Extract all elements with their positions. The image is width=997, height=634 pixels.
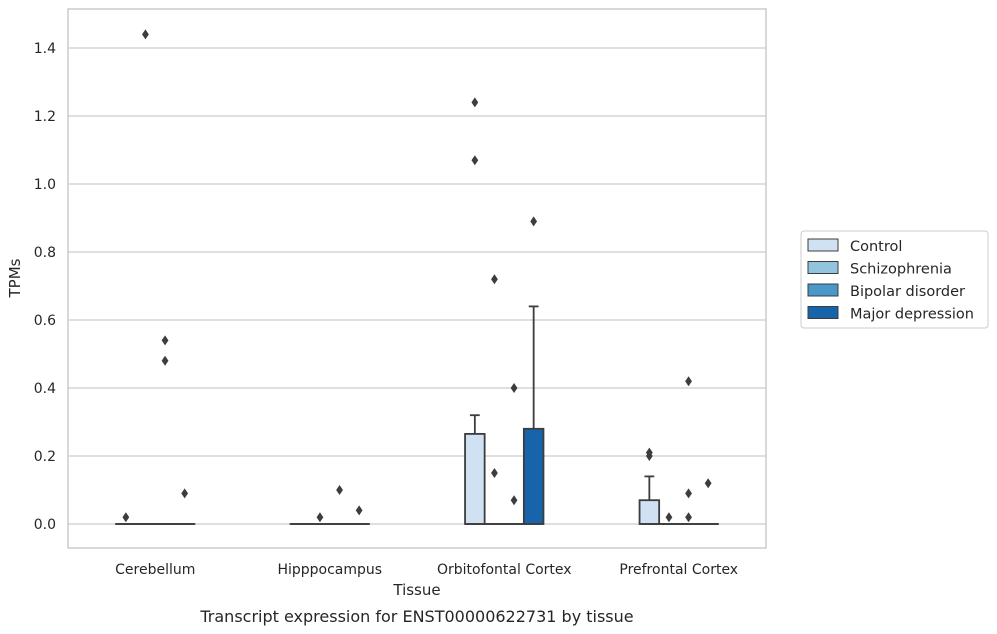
x-tick-label: Cerebellum (115, 562, 195, 578)
box-group (289, 485, 370, 525)
outlier-point (316, 512, 324, 523)
legend-swatch (807, 238, 839, 252)
outlier-point (355, 505, 363, 516)
chart-caption: Transcript expression for ENST0000062273… (199, 607, 633, 626)
y-tick-labels: 0.0 0.2 0.4 0.6 0.8 1.0 1.2 1.4 (34, 41, 56, 533)
outlier-point (510, 383, 518, 393)
outlier-point (685, 512, 692, 523)
outlier-point (491, 468, 498, 478)
outlier-point (181, 488, 189, 499)
box-group (115, 29, 196, 525)
box-group (464, 97, 545, 525)
x-tick-labels: Cerebellum Hipppocampus Orbitofontal Corte… (115, 562, 738, 578)
grid-lines (68, 47, 766, 525)
outlier-point (471, 155, 479, 166)
legend-swatch (807, 283, 839, 297)
outlier-point (471, 97, 479, 108)
outlier-point (491, 274, 498, 285)
legend-swatch (807, 261, 839, 274)
y-tick-label: 1.2 (34, 109, 56, 125)
outlier-point (142, 29, 149, 40)
box (522, 427, 545, 525)
y-tick-label: 0.0 (34, 517, 56, 533)
legend-label: Schizophrenia (850, 262, 952, 278)
outlier-point (161, 335, 169, 346)
outlier-point (161, 355, 169, 366)
y-tick-label: 1.4 (34, 41, 56, 57)
outlier-point (645, 451, 653, 461)
x-tick-label: Hipppocampus (277, 562, 382, 578)
legend-frame (800, 230, 989, 329)
box-group (638, 376, 719, 525)
outlier-point (530, 216, 538, 227)
x-axis-label: Tissue (392, 581, 440, 599)
legend: Control Schizophrenia Bipolar disorder Majo… (800, 230, 989, 329)
legend-label: Major depression (850, 307, 974, 323)
outlier-point (122, 512, 130, 523)
box (464, 432, 486, 525)
outlier-point (685, 376, 692, 387)
x-tick-label: Prefrontal Cortex (619, 562, 738, 578)
outlier-point (665, 512, 673, 523)
legend-label: Bipolar disorder (850, 284, 965, 300)
legend-swatch (807, 306, 839, 319)
box-groups (115, 29, 719, 525)
y-tick-label: 1.0 (34, 177, 56, 193)
outlier-point (685, 488, 692, 499)
legend-label: Control (850, 239, 902, 255)
y-tick-label: 0.6 (34, 313, 56, 329)
y-tick-label: 0.8 (34, 245, 56, 261)
x-tick-label: Orbitofontal Cortex (437, 562, 572, 578)
y-axis-label: TPMs (6, 258, 24, 298)
y-tick-label: 0.4 (34, 381, 56, 397)
outlier-point (510, 495, 518, 506)
outlier-point (704, 478, 712, 489)
outlier-point (336, 485, 343, 495)
box (638, 499, 661, 525)
plot-frame (67, 8, 767, 549)
y-tick-label: 0.2 (34, 449, 56, 465)
